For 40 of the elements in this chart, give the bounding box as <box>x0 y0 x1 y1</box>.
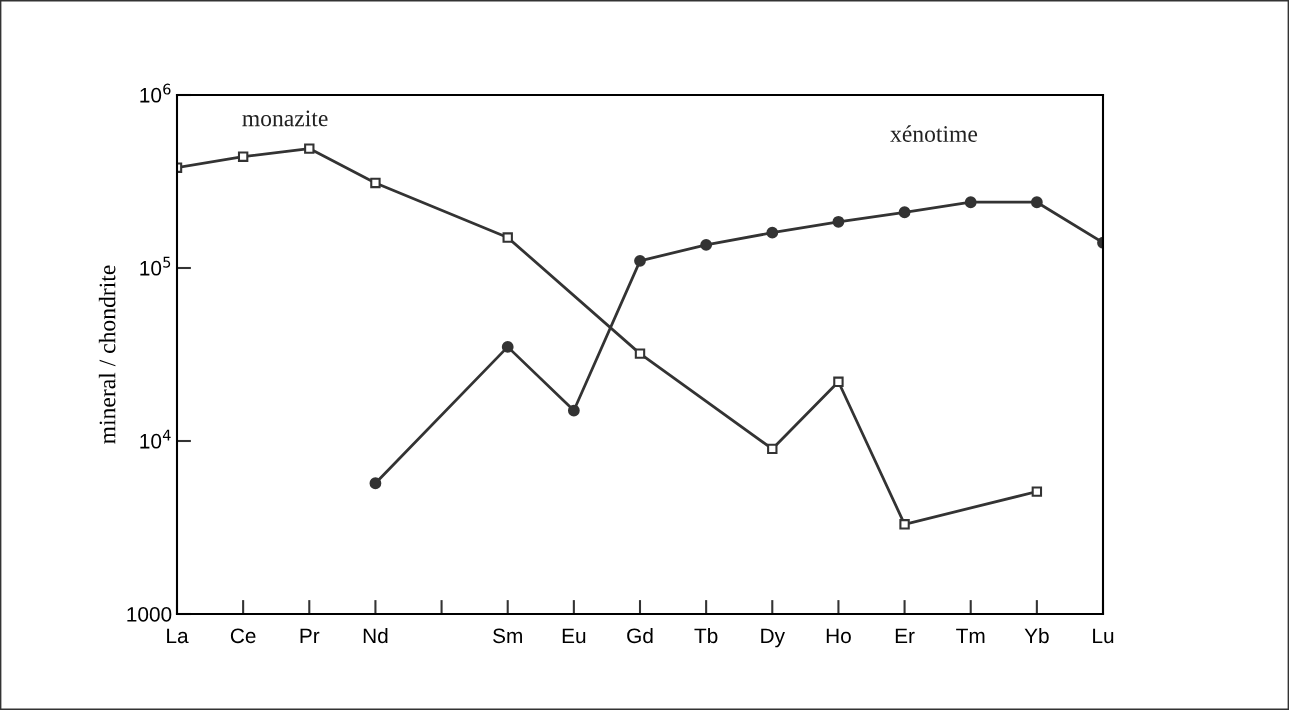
x-tick-label: Pr <box>300 628 320 643</box>
point <box>304 143 315 154</box>
point <box>634 348 646 359</box>
point <box>634 254 646 267</box>
point <box>767 443 778 455</box>
point <box>964 196 977 209</box>
point <box>833 376 844 387</box>
point <box>501 340 514 353</box>
y-tick-label: 10$^{4}$ <box>140 429 171 449</box>
x-tick-label: Er <box>895 628 915 643</box>
y-axis-title: mineral / chondrite <box>98 265 116 444</box>
point <box>237 151 249 162</box>
point <box>567 404 580 417</box>
point <box>502 232 513 243</box>
x-tick-label: Yb <box>1024 627 1049 644</box>
x-tick-label: Tb <box>694 627 718 644</box>
x-tick-label: Nd <box>363 627 388 644</box>
point <box>700 239 713 251</box>
point <box>899 519 910 530</box>
x-tick-label: Dy <box>761 628 785 648</box>
x-tick-label: Tm <box>956 628 985 643</box>
text: xénotime <box>890 125 978 142</box>
point <box>1030 196 1043 209</box>
point <box>369 477 382 490</box>
point <box>766 226 779 239</box>
x-tick-label: Ho <box>826 628 851 644</box>
point <box>370 177 381 189</box>
point <box>898 206 911 219</box>
y-tick-label: 10$^{5}$ <box>140 256 171 276</box>
y-tick-label: 10$^{6}$ <box>140 83 171 103</box>
x-tick-label: La <box>167 628 189 644</box>
y-tick-label: 1000 <box>127 607 172 622</box>
series-label: monazite <box>242 110 328 127</box>
x-tick-label: Ce <box>230 628 256 644</box>
point <box>1031 486 1043 497</box>
x-tick-label: Gd <box>627 627 653 644</box>
x-tick-label: Eu <box>562 628 586 644</box>
point <box>832 215 845 228</box>
x-tick-label: Lu <box>1093 628 1114 644</box>
x-tick-label: Sm <box>493 628 522 644</box>
